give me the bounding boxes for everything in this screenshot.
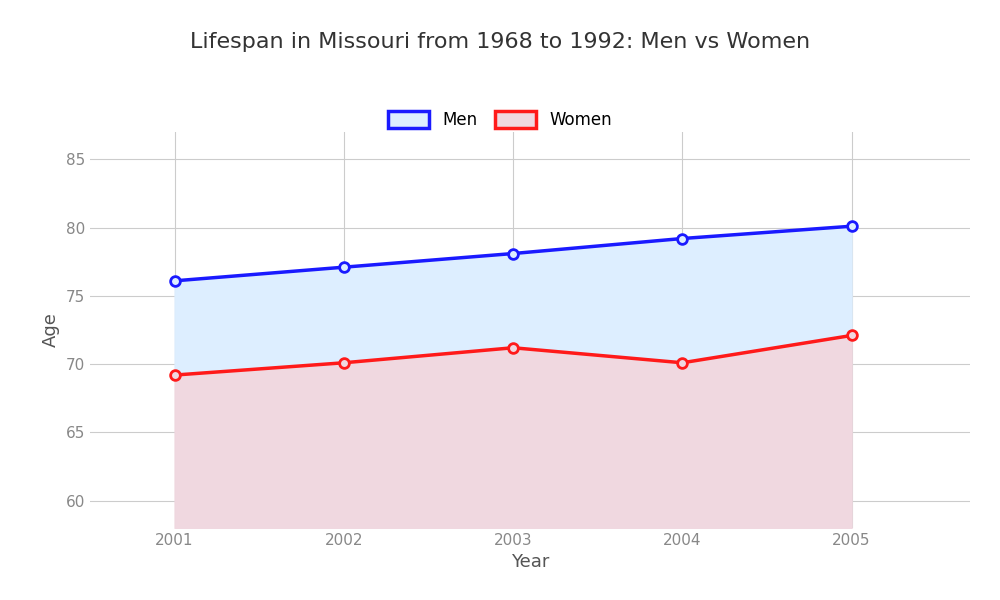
Men [676, 235, 688, 242]
Women [676, 359, 688, 367]
X-axis label: Year: Year [511, 553, 549, 571]
Women [507, 344, 519, 352]
Men [846, 223, 858, 230]
Line: Men: Men [170, 221, 856, 286]
Women [338, 359, 350, 367]
Men [169, 277, 181, 284]
Women [169, 371, 181, 379]
Women [846, 332, 858, 339]
Men [338, 263, 350, 271]
Line: Women: Women [170, 331, 856, 380]
Y-axis label: Age: Age [42, 313, 60, 347]
Legend: Men, Women: Men, Women [381, 104, 619, 136]
Men [507, 250, 519, 257]
Text: Lifespan in Missouri from 1968 to 1992: Men vs Women: Lifespan in Missouri from 1968 to 1992: … [190, 32, 810, 52]
